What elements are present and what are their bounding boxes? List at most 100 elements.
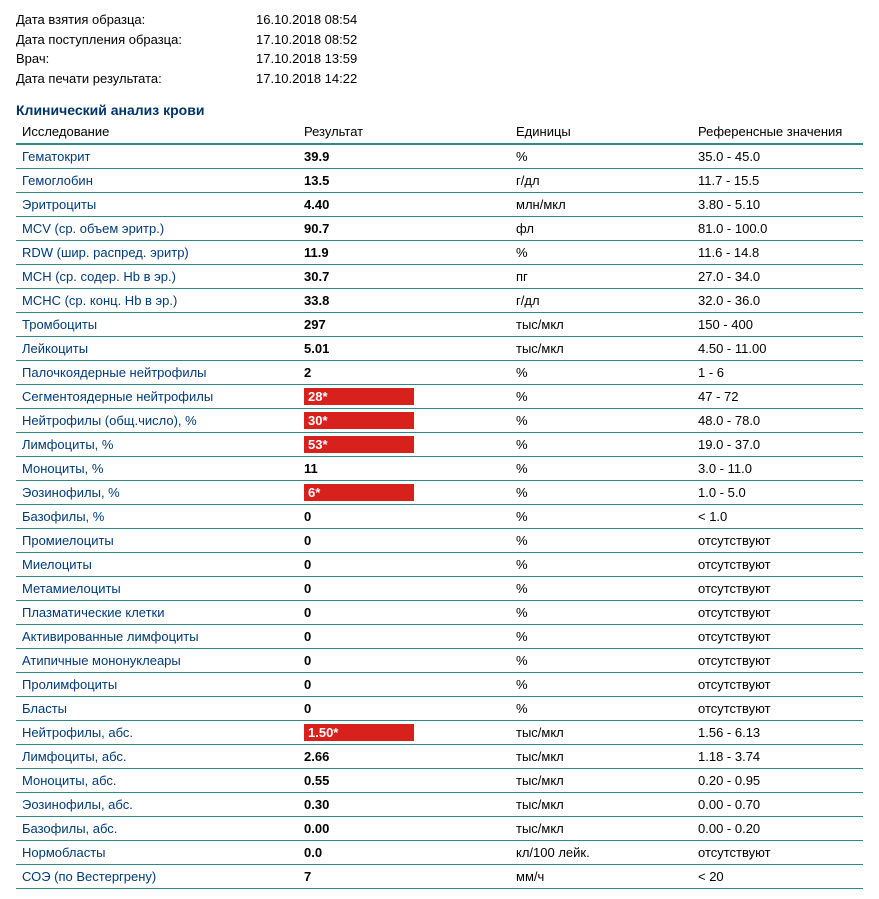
cell-reference: 48.0 - 78.0 bbox=[692, 409, 863, 433]
cell-reference: отсутствуют bbox=[692, 625, 863, 649]
cell-units: г/дл bbox=[510, 289, 692, 313]
cell-result: 2 bbox=[298, 361, 510, 385]
cell-reference: отсутствуют bbox=[692, 697, 863, 721]
cell-reference: отсутствуют bbox=[692, 601, 863, 625]
cell-reference: 0.20 - 0.95 bbox=[692, 769, 863, 793]
cell-reference: 0.00 - 0.70 bbox=[692, 793, 863, 817]
cell-reference: < 20 bbox=[692, 865, 863, 889]
cell-units: % bbox=[510, 553, 692, 577]
table-row: Базофилы, %0%< 1.0 bbox=[16, 505, 863, 529]
table-row: Нормобласты0.0кл/100 лейк.отсутствуют bbox=[16, 841, 863, 865]
cell-units: % bbox=[510, 529, 692, 553]
table-row: Эритроциты4.40млн/мкл3.80 - 5.10 bbox=[16, 193, 863, 217]
cell-units: тыс/мкл bbox=[510, 769, 692, 793]
cell-result: 0 bbox=[298, 673, 510, 697]
cell-test-name: Палочкоядерные нейтрофилы bbox=[16, 361, 298, 385]
cell-units: % bbox=[510, 697, 692, 721]
cell-units: % bbox=[510, 481, 692, 505]
cell-reference: < 1.0 bbox=[692, 505, 863, 529]
cell-result: 28* bbox=[298, 385, 510, 409]
cell-reference: 11.6 - 14.8 bbox=[692, 241, 863, 265]
cell-result: 2.66 bbox=[298, 745, 510, 769]
cell-reference: 1.56 - 6.13 bbox=[692, 721, 863, 745]
cell-test-name: Нейтрофилы, абс. bbox=[16, 721, 298, 745]
table-row: RDW (шир. распред. эритр)11.9%11.6 - 14.… bbox=[16, 241, 863, 265]
cell-result: 1.50* bbox=[298, 721, 510, 745]
cell-reference: 1.0 - 5.0 bbox=[692, 481, 863, 505]
meta-label: Дата печати результата: bbox=[16, 69, 256, 89]
cell-result: 0.30 bbox=[298, 793, 510, 817]
meta-row: Врач:17.10.2018 13:59 bbox=[16, 49, 863, 69]
cell-test-name: Нормобласты bbox=[16, 841, 298, 865]
cell-result: 0.0 bbox=[298, 841, 510, 865]
cell-test-name: Нейтрофилы (общ.число), % bbox=[16, 409, 298, 433]
meta-value: 17.10.2018 14:22 bbox=[256, 69, 863, 89]
meta-label: Дата взятия образца: bbox=[16, 10, 256, 30]
meta-block: Дата взятия образца:16.10.2018 08:54Дата… bbox=[16, 10, 863, 88]
cell-test-name: Тромбоциты bbox=[16, 313, 298, 337]
cell-units: % bbox=[510, 601, 692, 625]
table-row: Активированные лимфоциты0%отсутствуют bbox=[16, 625, 863, 649]
cell-units: % bbox=[510, 409, 692, 433]
table-row: Миелоциты0%отсутствуют bbox=[16, 553, 863, 577]
cell-test-name: MCHC (ср. конц. Hb в эр.) bbox=[16, 289, 298, 313]
cell-reference: отсутствуют bbox=[692, 529, 863, 553]
cell-test-name: Пролимфоциты bbox=[16, 673, 298, 697]
cell-result: 30* bbox=[298, 409, 510, 433]
cell-units: % bbox=[510, 649, 692, 673]
cell-result: 11 bbox=[298, 457, 510, 481]
cell-test-name: Плазматические клетки bbox=[16, 601, 298, 625]
cell-result: 33.8 bbox=[298, 289, 510, 313]
cell-result: 0 bbox=[298, 553, 510, 577]
abnormal-flag: 53* bbox=[304, 436, 414, 453]
cell-reference: 81.0 - 100.0 bbox=[692, 217, 863, 241]
cell-units: % bbox=[510, 625, 692, 649]
meta-row: Дата печати результата:17.10.2018 14:22 bbox=[16, 69, 863, 89]
cell-result: 0.55 bbox=[298, 769, 510, 793]
cell-result: 0 bbox=[298, 601, 510, 625]
cell-result: 90.7 bbox=[298, 217, 510, 241]
cell-units: % bbox=[510, 385, 692, 409]
table-row: Гемоглобин13.5г/дл11.7 - 15.5 bbox=[16, 169, 863, 193]
cell-test-name: Моноциты, абс. bbox=[16, 769, 298, 793]
col-units: Единицы bbox=[510, 122, 692, 144]
cell-units: тыс/мкл bbox=[510, 817, 692, 841]
cell-units: млн/мкл bbox=[510, 193, 692, 217]
cell-reference: 1 - 6 bbox=[692, 361, 863, 385]
table-row: Промиелоциты0%отсутствуют bbox=[16, 529, 863, 553]
cell-units: тыс/мкл bbox=[510, 313, 692, 337]
cell-result: 0 bbox=[298, 505, 510, 529]
cell-result: 39.9 bbox=[298, 144, 510, 169]
cell-test-name: Метамиелоциты bbox=[16, 577, 298, 601]
cell-result: 0 bbox=[298, 529, 510, 553]
cell-units: % bbox=[510, 144, 692, 169]
cell-result: 0 bbox=[298, 625, 510, 649]
cell-reference: отсутствуют bbox=[692, 577, 863, 601]
cell-reference: 0.00 - 0.20 bbox=[692, 817, 863, 841]
cell-units: кл/100 лейк. bbox=[510, 841, 692, 865]
table-row: Тромбоциты297тыс/мкл150 - 400 bbox=[16, 313, 863, 337]
abnormal-flag: 30* bbox=[304, 412, 414, 429]
cell-test-name: Активированные лимфоциты bbox=[16, 625, 298, 649]
cell-reference: 3.0 - 11.0 bbox=[692, 457, 863, 481]
cell-result: 6* bbox=[298, 481, 510, 505]
meta-row: Дата поступления образца:17.10.2018 08:5… bbox=[16, 30, 863, 50]
cell-result: 0 bbox=[298, 649, 510, 673]
col-result: Результат bbox=[298, 122, 510, 144]
meta-row: Дата взятия образца:16.10.2018 08:54 bbox=[16, 10, 863, 30]
abnormal-flag: 6* bbox=[304, 484, 414, 501]
table-row: Плазматические клетки0%отсутствуют bbox=[16, 601, 863, 625]
cell-units: % bbox=[510, 241, 692, 265]
cell-result: 13.5 bbox=[298, 169, 510, 193]
cell-test-name: MCH (ср. содер. Hb в эр.) bbox=[16, 265, 298, 289]
col-test: Исследование bbox=[16, 122, 298, 144]
cell-reference: 47 - 72 bbox=[692, 385, 863, 409]
cell-test-name: MCV (ср. объем эритр.) bbox=[16, 217, 298, 241]
cell-test-name: Лимфоциты, % bbox=[16, 433, 298, 457]
cell-result: 30.7 bbox=[298, 265, 510, 289]
table-row: MCH (ср. содер. Hb в эр.)30.7пг27.0 - 34… bbox=[16, 265, 863, 289]
table-row: MCHC (ср. конц. Hb в эр.)33.8г/дл32.0 - … bbox=[16, 289, 863, 313]
cell-reference: 19.0 - 37.0 bbox=[692, 433, 863, 457]
cell-test-name: Моноциты, % bbox=[16, 457, 298, 481]
cell-reference: 1.18 - 3.74 bbox=[692, 745, 863, 769]
